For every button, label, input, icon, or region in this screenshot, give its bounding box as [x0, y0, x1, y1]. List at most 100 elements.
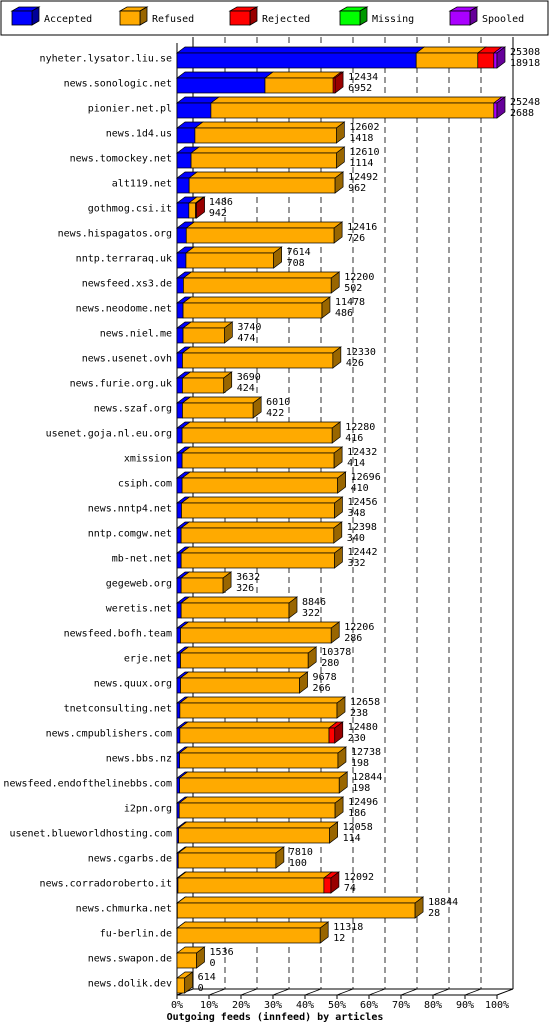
x-tick-label: 20%: [232, 1000, 250, 1011]
total-label: 12696: [351, 472, 381, 483]
bars: 2530818918124346952252482688126021418126…: [175, 46, 540, 994]
total-label: 11318: [333, 922, 363, 933]
accepted-label: 962: [348, 183, 366, 194]
accepted-label: 266: [313, 683, 331, 694]
bar-segment-rejected: [332, 71, 345, 94]
bar-segment-refused: [180, 571, 233, 594]
x-tick-label: 80%: [424, 1000, 442, 1011]
total-label: 12658: [350, 697, 380, 708]
bar-segment-refused: [176, 896, 425, 919]
bar-segment-refused: [181, 421, 342, 444]
bar-segment-rejected: [194, 196, 206, 219]
accepted-label: 230: [348, 733, 366, 744]
bar-segment-refused: [178, 696, 347, 719]
host-label: news.szaf.org: [94, 404, 172, 415]
host-label: newsfeed.endofthelinebbs.com: [3, 779, 172, 790]
total-label: 12434: [348, 72, 378, 83]
x-tick-label: 90%: [456, 1000, 474, 1011]
bar-segment-refused: [178, 771, 349, 794]
legend-entry-spooled: Spooled: [448, 6, 524, 26]
bar-segment-refused: [181, 371, 233, 394]
bar-segment-accepted: [175, 71, 275, 94]
bar-segment-refused: [182, 321, 234, 344]
total-label: 12206: [344, 622, 374, 633]
accepted-label: 100: [289, 858, 307, 869]
total-label: 18844: [428, 897, 458, 908]
bar-segment-accepted: [175, 296, 193, 319]
total-label: 3690: [237, 372, 261, 383]
total-label: 7810: [289, 847, 313, 858]
bar-segment-refused: [190, 146, 346, 169]
host-label: csiph.com: [118, 479, 172, 490]
bar-segment-refused: [180, 546, 344, 569]
accepted-label: 426: [346, 358, 364, 369]
legend: Accepted Refused Rejected Missing Spooled: [0, 0, 549, 36]
host-label: nntp.comgw.net: [88, 529, 172, 540]
accepted-label: 340: [347, 533, 365, 544]
bar-segment-refused: [177, 821, 339, 844]
bar-segment-refused: [178, 721, 339, 744]
host-label: nntp.terraraq.uk: [76, 254, 172, 265]
legend-label: Accepted: [44, 14, 92, 25]
x-tick-label: 40%: [296, 1000, 314, 1011]
total-label: 12280: [345, 422, 375, 433]
bar-segment-refused: [182, 271, 341, 294]
host-label: news.cgarbs.de: [88, 854, 172, 865]
accepted-label: 198: [352, 783, 370, 794]
legend-entry-refused: Refused: [118, 6, 194, 26]
bar-segment-refused: [176, 871, 333, 894]
bar-segment-refused: [263, 71, 343, 94]
total-label: 12330: [346, 347, 376, 358]
accepted-label: 486: [335, 308, 353, 319]
bar-segment-refused: [209, 96, 503, 119]
total-label: 12844: [352, 772, 382, 783]
bar-segment-refused: [180, 596, 299, 619]
host-label: xmission: [124, 454, 172, 465]
accepted-label: 0: [198, 983, 204, 994]
bar-segment-refused: [181, 446, 344, 469]
accepted-label: 414: [347, 458, 365, 469]
bar-segment-refused: [182, 296, 332, 319]
bar-segment-accepted: [175, 46, 426, 69]
accepted-label: 280: [321, 658, 339, 669]
host-label: tnetconsulting.net: [64, 704, 172, 715]
x-tick-label: 60%: [360, 1000, 378, 1011]
host-label: news.corradoroberto.it: [40, 879, 172, 890]
total-label: 10378: [321, 647, 351, 658]
accepted-label: 726: [347, 233, 365, 244]
bar-segment-refused: [187, 196, 205, 219]
accepted-label: 332: [347, 558, 365, 569]
host-label: news.hispagatos.org: [58, 229, 172, 240]
total-label: 12432: [347, 447, 377, 458]
total-label: 8846: [302, 597, 326, 608]
total-label: 12610: [349, 147, 379, 158]
host-label: news.bbs.nz: [106, 754, 172, 765]
bar-segment-refused: [177, 846, 285, 869]
host-label: i2pn.org: [124, 804, 172, 815]
accepted-label: 422: [266, 408, 284, 419]
bar-segment-refused: [188, 171, 345, 194]
total-label: 1536: [210, 947, 234, 958]
accepted-label: 74: [344, 883, 356, 894]
host-label: usenet.blueworldhosting.com: [9, 829, 172, 840]
host-label: news.tomockey.net: [70, 154, 172, 165]
legend-label: Missing: [372, 14, 414, 25]
accepted-label: 6952: [348, 83, 372, 94]
accepted-label: 424: [237, 383, 255, 394]
x-tick-label: 10%: [200, 1000, 218, 1011]
total-label: 12200: [344, 272, 374, 283]
total-label: 3740: [237, 322, 261, 333]
